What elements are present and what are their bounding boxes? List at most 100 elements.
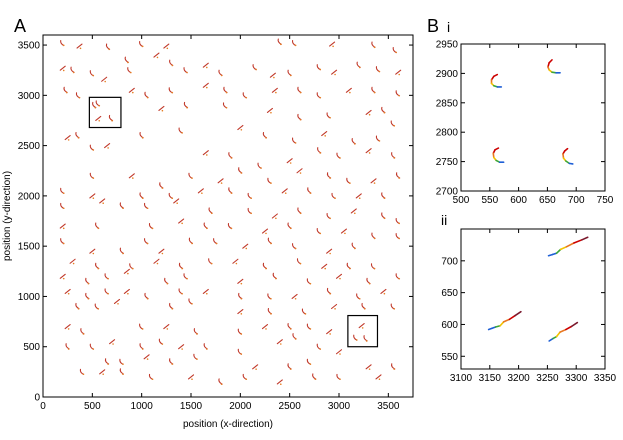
trajectory bbox=[69, 258, 76, 264]
trajectory-end-marker bbox=[62, 227, 65, 230]
panel-b-ii-y-tick-label: 600 bbox=[441, 320, 458, 331]
trajectory-end-marker bbox=[324, 135, 327, 137]
panel-b-ii-label: ii bbox=[441, 212, 447, 228]
trajectory-end-marker bbox=[349, 267, 351, 270]
trajectory bbox=[381, 212, 386, 219]
trajectory bbox=[139, 343, 144, 350]
panel-a-y-axis-label: position (y-direction) bbox=[2, 171, 13, 261]
trajectory bbox=[65, 343, 70, 350]
trajectory-end-marker bbox=[122, 252, 124, 255]
trajectory-end-marker bbox=[230, 192, 233, 194]
trajectory-end-marker bbox=[309, 328, 312, 330]
panel-b-ii-frame bbox=[460, 228, 606, 370]
trajectory-end-marker bbox=[220, 182, 223, 184]
trajectory-end-marker bbox=[354, 212, 356, 215]
trajectory bbox=[297, 113, 302, 121]
trajectory bbox=[237, 278, 244, 284]
trajectory-end-marker bbox=[373, 237, 376, 240]
trajectory-end-marker bbox=[344, 232, 346, 235]
trajectory-end-marker bbox=[206, 348, 208, 350]
panel-b-ii-x-tick-label: 3300 bbox=[565, 373, 588, 384]
trajectory bbox=[95, 222, 100, 229]
trajectory bbox=[95, 262, 100, 270]
panel-a-x-tick-label: 1500 bbox=[180, 401, 203, 412]
trajectory bbox=[381, 106, 386, 114]
panel-a-y-tick-label: 2000 bbox=[18, 191, 41, 202]
panel-b-ii-x-tick-label: 3350 bbox=[594, 373, 617, 384]
trajectory bbox=[202, 82, 209, 88]
trajectory bbox=[193, 328, 198, 335]
trajectory-end-marker bbox=[275, 277, 277, 280]
trajectory-end-marker bbox=[398, 94, 401, 97]
trajectory bbox=[158, 105, 165, 111]
trajectory-end-marker bbox=[166, 328, 169, 330]
trajectory bbox=[99, 369, 106, 375]
trajectory bbox=[381, 192, 386, 199]
trajectory bbox=[272, 272, 277, 280]
trajectory bbox=[237, 124, 244, 131]
trajectory bbox=[281, 188, 288, 194]
trajectory-end-marker bbox=[289, 227, 292, 230]
trajectory-end-marker bbox=[191, 302, 193, 305]
trajectory bbox=[291, 293, 298, 299]
trajectory-end-marker bbox=[334, 197, 336, 199]
trajectory bbox=[143, 354, 150, 360]
panel-a-trajectories bbox=[59, 38, 402, 386]
trajectory-end-marker bbox=[265, 328, 267, 330]
panel-b-i-y-tick-label: 2850 bbox=[436, 98, 459, 109]
trajectory bbox=[163, 43, 170, 49]
trajectory-end-marker bbox=[368, 152, 371, 154]
trajectory bbox=[366, 277, 371, 285]
trajectory bbox=[335, 273, 343, 279]
panel-a-y-ticks: 0 500 1000 1500 2000 2500 3000 3500 bbox=[18, 41, 413, 404]
trajectory-end-marker bbox=[132, 267, 134, 270]
trajectory-end-marker bbox=[97, 308, 100, 310]
trajectory-end-marker bbox=[141, 348, 144, 350]
trajectory bbox=[326, 329, 333, 335]
trajectory-end-marker bbox=[275, 91, 277, 94]
panel-a-x-axis-label: position (x-direction) bbox=[183, 419, 273, 430]
trajectory bbox=[105, 43, 111, 50]
trajectory bbox=[391, 363, 396, 370]
trajectory-end-marker bbox=[171, 197, 174, 199]
trajectory-end-marker bbox=[393, 368, 396, 370]
trajectory bbox=[80, 328, 85, 335]
trajectory-end-marker bbox=[299, 262, 302, 265]
trajectory bbox=[287, 222, 292, 229]
trajectory-end-marker bbox=[240, 297, 243, 300]
trajectory bbox=[326, 172, 332, 179]
trajectory bbox=[228, 152, 233, 159]
trajectory-end-marker bbox=[220, 74, 223, 77]
trajectory-end-marker bbox=[196, 333, 198, 335]
track-segment bbox=[514, 310, 522, 317]
track-segment bbox=[570, 321, 579, 328]
trajectory bbox=[178, 262, 184, 270]
trajectory bbox=[202, 62, 209, 68]
trajectory bbox=[267, 237, 272, 244]
trajectory-end-marker bbox=[196, 358, 198, 360]
trajectory-end-marker bbox=[206, 154, 208, 156]
trajectory-end-marker bbox=[141, 197, 144, 199]
trajectory bbox=[95, 115, 102, 122]
trajectory bbox=[371, 86, 376, 94]
trajectory bbox=[351, 242, 356, 249]
trajectory-end-marker bbox=[141, 45, 144, 48]
track-segment bbox=[581, 236, 589, 241]
track-segment bbox=[499, 321, 505, 327]
trajectory bbox=[104, 358, 110, 365]
trajectory bbox=[218, 69, 223, 76]
trajectory bbox=[365, 148, 372, 154]
trajectory bbox=[173, 198, 180, 204]
trajectory-end-marker bbox=[98, 104, 101, 107]
trajectory-end-marker bbox=[339, 378, 341, 380]
inset-box bbox=[88, 96, 122, 129]
panel-label-b: B bbox=[427, 16, 439, 36]
trajectory bbox=[64, 288, 71, 294]
trajectory-end-marker bbox=[289, 74, 292, 77]
trajectory bbox=[203, 343, 208, 350]
trajectory bbox=[228, 187, 233, 194]
track-segment bbox=[508, 314, 516, 321]
trajectory-end-marker bbox=[339, 277, 341, 280]
trajectory-end-marker bbox=[240, 282, 243, 285]
